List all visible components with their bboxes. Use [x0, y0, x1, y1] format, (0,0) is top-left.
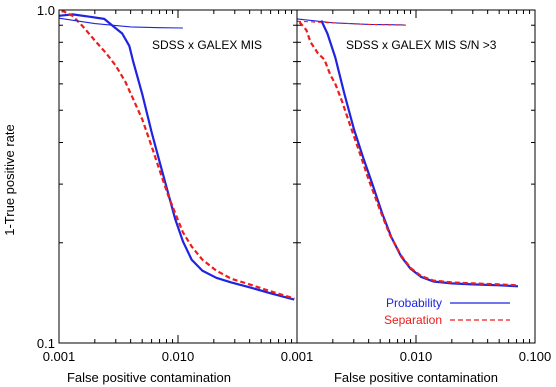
- solid-horizontal-series-line: [297, 18, 405, 26]
- probability-series-line: [320, 20, 519, 288]
- x-tick-label: 0.100: [519, 349, 552, 364]
- legend-label: Separation: [384, 313, 442, 327]
- right-panel: 0.001 0.010 0.100 SDSS x GALEX MIS S/N >3 Fa…: [281, 9, 552, 385]
- y-tick-label: 0.1: [37, 336, 55, 351]
- dashed-horizontal-series-line: [297, 20, 408, 26]
- panel-title: SDSS x GALEX MIS S/N >3: [346, 38, 497, 52]
- x-axis-label: False positive contamination: [67, 370, 231, 385]
- x-axis-label: False positive contamination: [334, 370, 498, 385]
- x-tick-label: 0.010: [162, 349, 195, 364]
- x-tick-label: 0.001: [43, 349, 76, 364]
- plot-frame: [296, 9, 536, 344]
- legend-label: Probability: [386, 296, 442, 310]
- separation-series-line: [298, 21, 519, 287]
- probability-series-line: [59, 13, 295, 301]
- x-tick-label: 0.010: [400, 349, 433, 364]
- panel-title: SDSS x GALEX MIS: [152, 38, 262, 52]
- left-panel: 0.001 0.010 1.0 0.1 SDSS x GALEX MIS False po…: [37, 3, 298, 385]
- plot-frame: [58, 9, 298, 344]
- y-tick-label: 1.0: [37, 3, 55, 18]
- separation-series-line: [59, 10, 295, 300]
- y-axis-label: 1-True positive rate: [2, 124, 17, 236]
- solid-horizontal-series-line: [59, 17, 183, 29]
- x-tick-label: 0.001: [281, 349, 314, 364]
